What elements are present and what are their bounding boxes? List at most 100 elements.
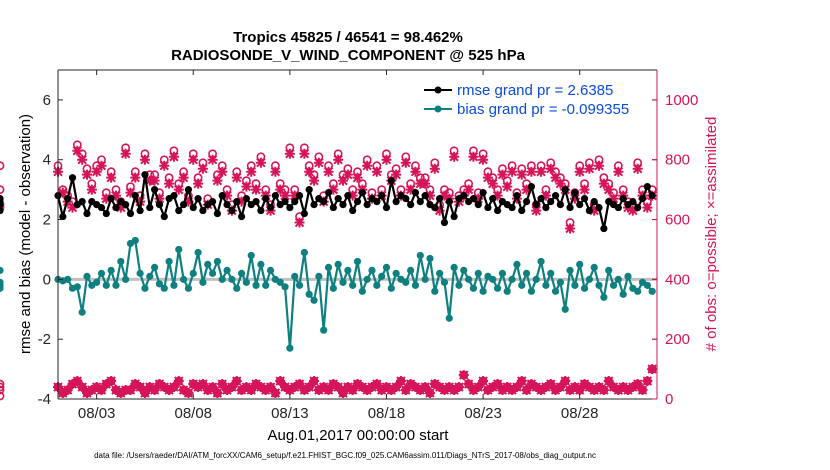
x-tick-label: 08/08 bbox=[174, 405, 212, 422]
obs-assimilated-point bbox=[255, 157, 266, 168]
obs-low-assimilated-point bbox=[376, 385, 387, 396]
obs-low-assimilated-point bbox=[574, 385, 585, 396]
obs-assimilated-point bbox=[299, 148, 310, 159]
obs-assimilated-point bbox=[627, 205, 638, 216]
rmse-point bbox=[542, 203, 550, 212]
obs-low-assimilated-point bbox=[468, 385, 479, 396]
obs-low-assimilated-point bbox=[434, 382, 445, 393]
legend-bias-marker bbox=[434, 105, 442, 113]
obs-low-assimilated-point bbox=[159, 382, 170, 393]
rmse-point bbox=[411, 189, 420, 197]
obs-low-assimilated-point bbox=[86, 385, 97, 396]
bias-point bbox=[382, 263, 391, 271]
bias-point bbox=[595, 281, 603, 289]
obs-assimilated-point bbox=[449, 151, 460, 162]
obs-low-assimilated-point bbox=[91, 382, 102, 393]
obs-low-assimilated-point bbox=[647, 364, 658, 375]
bias-point bbox=[242, 278, 250, 286]
rmse-point bbox=[107, 195, 115, 203]
obs-low-assimilated-point bbox=[545, 379, 556, 390]
obs-low-assimilated-point bbox=[299, 385, 310, 396]
bias-point bbox=[151, 263, 159, 271]
obs-low-assimilated-point bbox=[251, 379, 262, 390]
bias-point bbox=[349, 281, 357, 289]
obs-low-assimilated-point bbox=[492, 379, 503, 390]
obs-assimilated-point bbox=[391, 169, 402, 180]
bias-point bbox=[97, 269, 106, 277]
obs-low-assimilated-point bbox=[265, 382, 276, 393]
obs-low-assimilated-point bbox=[608, 382, 619, 393]
ticks-layer: -4 -2 0 2 4 6 0 200 400 600 800 1000 08/03 08/08 08/13… bbox=[38, 70, 698, 422]
rmse-point bbox=[300, 209, 308, 218]
obs-assimilated-point bbox=[246, 166, 257, 177]
y2-tick-label: 1000 bbox=[665, 92, 698, 109]
obs-assimilated-point bbox=[207, 154, 218, 165]
obs-low-assimilated-point bbox=[294, 379, 305, 390]
obs-low-assimilated-point bbox=[497, 385, 508, 396]
bias-point bbox=[252, 281, 260, 289]
obs-low-assimilated-point bbox=[130, 379, 141, 390]
bias-point bbox=[465, 275, 473, 283]
obs-assimilated-point bbox=[362, 160, 373, 171]
obs-low-assimilated-point bbox=[144, 382, 155, 393]
y-tick-label: -2 bbox=[38, 331, 51, 348]
rmse-point bbox=[112, 203, 120, 212]
obs-low-assimilated-point bbox=[241, 382, 252, 393]
rmse-point bbox=[242, 195, 250, 203]
obs-assimilated-point bbox=[294, 217, 305, 228]
rmse-point bbox=[213, 209, 222, 218]
bias-point bbox=[431, 287, 439, 295]
bias-point bbox=[0, 266, 4, 274]
bias-point bbox=[353, 257, 362, 266]
obs-assimilated-point bbox=[86, 184, 97, 195]
x-tick-label: 08/28 bbox=[561, 405, 599, 422]
bias-point bbox=[643, 281, 651, 289]
obs-low-assimilated-point bbox=[400, 385, 411, 396]
y2-tick-label: 200 bbox=[665, 331, 690, 348]
bias-point bbox=[648, 287, 656, 295]
rmse-point bbox=[78, 198, 86, 206]
bias-point bbox=[469, 284, 478, 292]
obs-low-possible-point bbox=[0, 385, 5, 395]
obs-assimilated-point bbox=[154, 193, 165, 204]
obs-assimilated-point bbox=[96, 160, 107, 171]
bias-point bbox=[131, 236, 139, 245]
bias-point bbox=[513, 260, 521, 269]
legend-bias-label: bias grand pr = -0.099355 bbox=[457, 101, 629, 118]
bias-point bbox=[436, 269, 444, 277]
obs-assimilated-point bbox=[120, 148, 131, 159]
bias-point bbox=[262, 281, 270, 289]
obs-assimilated-point bbox=[410, 166, 421, 177]
bias-point bbox=[634, 287, 642, 295]
bias-point bbox=[237, 269, 246, 277]
obs-assimilated-point bbox=[159, 160, 170, 171]
obs-assimilated-point bbox=[642, 202, 653, 213]
y-tick-label: 0 bbox=[43, 271, 51, 288]
obs-assimilated-point bbox=[497, 169, 508, 180]
bias-point bbox=[93, 278, 101, 286]
obs-low-assimilated-point bbox=[333, 382, 344, 393]
bias-point bbox=[223, 266, 231, 274]
obs-low-assimilated-point bbox=[77, 382, 88, 393]
obs-assimilated-point bbox=[280, 190, 291, 201]
bias-point bbox=[122, 275, 130, 283]
rmse-point bbox=[262, 195, 270, 203]
obs-low-possible-point bbox=[0, 391, 5, 401]
obs-low-assimilated-point bbox=[395, 376, 406, 387]
rmse-point bbox=[585, 206, 593, 215]
obs-assimilated-point bbox=[521, 184, 532, 195]
obs-low-assimilated-point bbox=[178, 385, 189, 396]
obs-assimilated-point bbox=[579, 184, 590, 195]
rmse-line bbox=[56, 173, 654, 230]
obs-assimilated-point bbox=[526, 166, 537, 177]
bias-point bbox=[387, 284, 395, 292]
rmse-point bbox=[237, 212, 246, 221]
obs-low-possible-point bbox=[0, 382, 5, 392]
obs-assimilated-point bbox=[212, 175, 223, 186]
rmse-point bbox=[353, 198, 362, 206]
rmse-point bbox=[223, 200, 231, 209]
rmse-point bbox=[131, 192, 139, 200]
obs-low-assimilated-point bbox=[222, 385, 233, 396]
obs-low-assimilated-point bbox=[246, 385, 257, 396]
rmse-point bbox=[310, 200, 318, 209]
